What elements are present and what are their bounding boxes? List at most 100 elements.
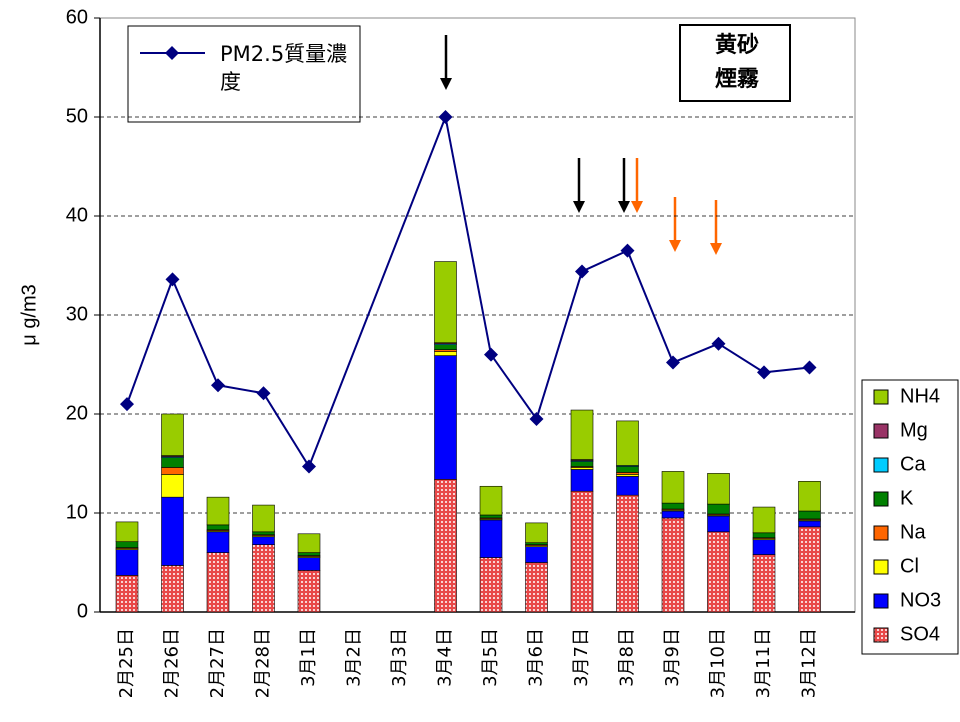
- bar-segment: [525, 562, 548, 613]
- bar-segment: [661, 471, 685, 504]
- legend-swatch: [873, 593, 889, 609]
- line-segment: [672, 342, 719, 364]
- x-tick-label: 3月3日: [389, 628, 410, 687]
- bar-segment: [707, 473, 730, 505]
- bar-segment: [297, 557, 321, 571]
- line-legend-box: [127, 25, 361, 123]
- x-tick-label: 2月25日: [116, 628, 137, 698]
- line-legend-marker: [165, 46, 179, 60]
- y-tick-label: 30: [66, 303, 88, 325]
- bar-segment: [479, 557, 503, 613]
- dust-arrow-head: [631, 201, 643, 213]
- legend-label: Na: [900, 521, 926, 543]
- line-marker: [757, 365, 771, 380]
- line-segment: [535, 271, 583, 420]
- bar-segment: [752, 506, 776, 534]
- bar-segment: [616, 466, 639, 473]
- bar-segment: [161, 474, 184, 498]
- line-marker: [529, 411, 544, 426]
- bar-segment: [616, 420, 639, 466]
- smog-arrow-head: [440, 78, 452, 90]
- bar-segment: [161, 565, 184, 613]
- x-tick-label: 3月8日: [617, 628, 638, 687]
- legend-label: Mg: [900, 419, 928, 441]
- bar-segment: [479, 485, 503, 516]
- x-tick-label: 3月7日: [571, 628, 592, 687]
- y-axis-label: μ g/m3: [18, 284, 40, 346]
- bar-segment: [115, 521, 139, 543]
- bar-segment: [252, 504, 275, 533]
- line-marker: [666, 355, 680, 370]
- line-marker: [620, 243, 635, 258]
- x-tick-label: 3月11日: [753, 628, 774, 698]
- smog-arrow-head: [618, 201, 630, 213]
- bar-segment: [525, 522, 548, 544]
- legend-label: NO3: [900, 589, 941, 611]
- bar-segment: [707, 531, 730, 613]
- bar-segment: [661, 502, 685, 510]
- bar-segment: [115, 541, 139, 548]
- bar-segment: [206, 496, 230, 526]
- bar-segment: [434, 261, 457, 344]
- dust-label: 黄砂: [715, 32, 759, 58]
- arrows: [440, 35, 722, 255]
- bar-segment: [252, 536, 275, 545]
- line-segment: [763, 366, 810, 374]
- bar-segment: [206, 524, 230, 531]
- bar-segment: [525, 546, 548, 563]
- line-segment: [171, 278, 219, 386]
- x-tick-label: 3月1日: [298, 628, 319, 687]
- y-tick-label: 60: [66, 6, 88, 28]
- x-tick-label: 3月9日: [662, 628, 683, 687]
- line-marker: [711, 336, 726, 351]
- line-marker: [211, 378, 225, 393]
- line-segment: [308, 116, 447, 467]
- bar-segment: [297, 570, 321, 613]
- bar-segment: [798, 520, 821, 528]
- legend-label: NH4: [900, 385, 940, 407]
- line-segment: [490, 354, 538, 420]
- x-tick-label: 2月28日: [253, 628, 274, 698]
- x-tick-label: 3月5日: [480, 628, 501, 687]
- line-segment: [626, 250, 674, 363]
- bar-segment: [252, 544, 275, 613]
- smog-arrow-head: [573, 201, 585, 213]
- line-marker: [438, 110, 453, 124]
- bar-segment: [434, 479, 457, 613]
- bar-segment: [752, 532, 776, 539]
- bar-segment: [570, 490, 594, 613]
- bar-segment: [661, 510, 685, 519]
- dust-arrow-head: [710, 243, 722, 255]
- bar-segment: [161, 457, 184, 468]
- bar-segment: [252, 531, 275, 536]
- bar-segment: [115, 549, 139, 576]
- bar-segment: [752, 539, 776, 555]
- bar-segment: [297, 552, 321, 556]
- bar-segment: [115, 575, 139, 613]
- legend-swatch: [873, 559, 889, 575]
- bar-segment: [661, 517, 685, 613]
- line-marker: [802, 360, 817, 375]
- y-tick-label: 40: [66, 204, 88, 226]
- legend-swatch: [873, 627, 889, 643]
- line-marker: [484, 347, 498, 362]
- x-tick-label: 3月6日: [526, 628, 547, 687]
- x-tick-label: 2月26日: [162, 628, 183, 698]
- line-marker: [120, 397, 134, 412]
- x-tick-label: 3月4日: [435, 628, 456, 687]
- line-segment: [581, 249, 628, 273]
- bar-segment: [161, 496, 184, 566]
- x-tick-label: 2月27日: [207, 628, 228, 698]
- x-tick-label: 3月12日: [799, 628, 820, 698]
- legend-swatch: [873, 457, 889, 473]
- bar-segment: [206, 552, 230, 613]
- legend-label: K: [900, 487, 914, 509]
- line-segment: [262, 392, 310, 467]
- bar-segment: [570, 409, 594, 460]
- bar-segment: [434, 355, 457, 480]
- line-segment: [217, 384, 264, 395]
- dust-arrow-head: [669, 240, 681, 252]
- bar-segment: [479, 519, 503, 558]
- line-marker: [165, 272, 180, 287]
